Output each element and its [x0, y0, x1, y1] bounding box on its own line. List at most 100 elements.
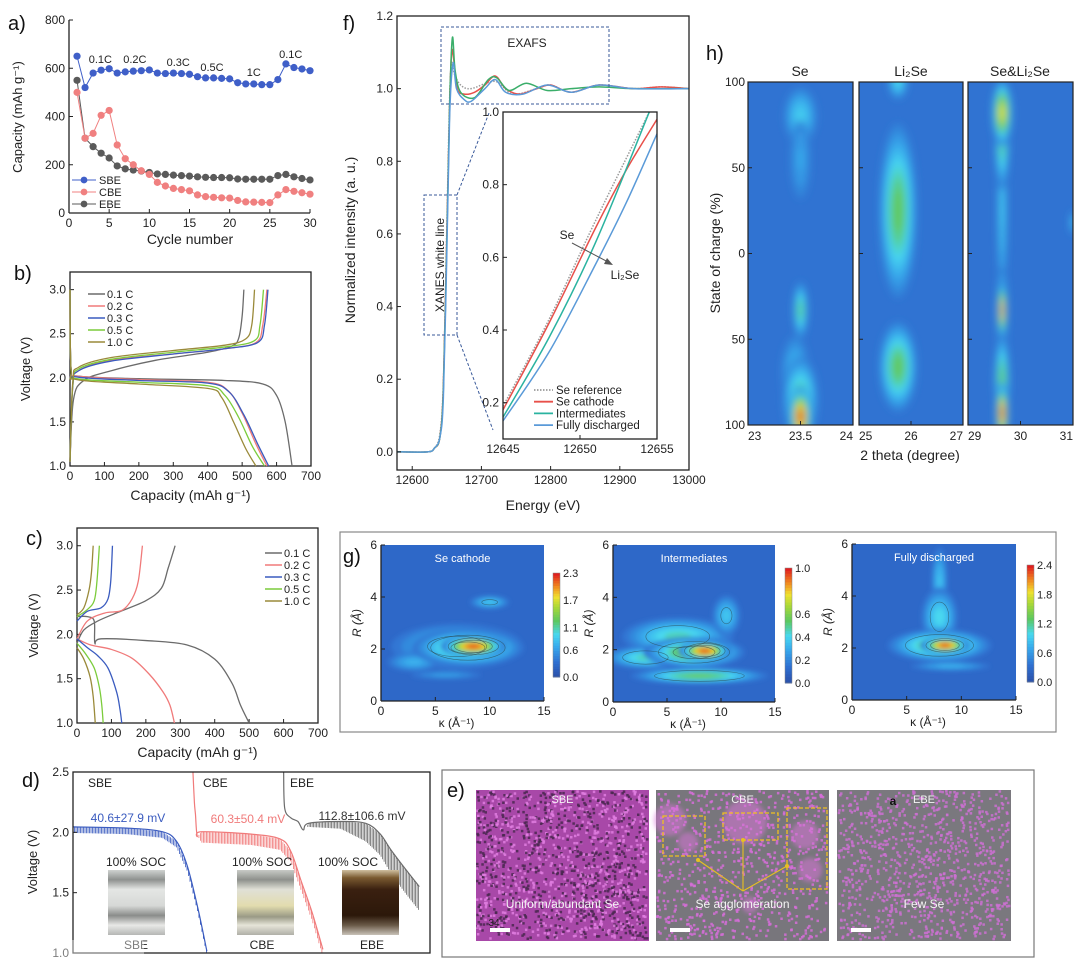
x-tick-label: 5	[106, 216, 113, 230]
data-point-sbe	[234, 79, 242, 87]
xrd-map-1: 25 26 27 Li₂Se	[858, 63, 964, 443]
x-tick-label: 200	[129, 469, 149, 483]
x-tick-label: 0	[66, 216, 73, 230]
arrow-shaft	[571, 242, 611, 264]
colorbar-segment	[1027, 632, 1034, 636]
data-point-ebe	[113, 162, 121, 170]
colorbar-segment	[553, 609, 560, 613]
plot-frame	[76, 527, 319, 724]
image-title: SBE	[551, 794, 573, 806]
inset-spectrum-se-reference	[503, 112, 650, 407]
y-tick-label: 0.2	[376, 372, 393, 386]
colorbar-segment	[553, 619, 560, 623]
data-point-ebe	[201, 173, 210, 181]
data-point-cbe	[234, 196, 242, 205]
vial-label: EBE	[360, 938, 384, 952]
panel-f-xas-spectra: Normalized intensity (a. u.) Energy (eV) 1…	[342, 9, 706, 513]
colorbar-segment	[553, 622, 560, 626]
legend-label: Intermediates	[556, 408, 626, 420]
arrow-head-icon	[785, 864, 789, 868]
data-point-ebe	[177, 172, 186, 180]
data-point-sbe	[97, 66, 105, 74]
x-axis-label: 2 theta (degree)	[860, 447, 960, 463]
contour-line	[672, 645, 716, 659]
x-tick-label: 200	[136, 726, 156, 740]
contour-line	[481, 599, 498, 606]
x-tick-label: 20	[223, 216, 237, 230]
colorbar-tick-label: 0.6	[563, 645, 578, 657]
panel-g-wavelet-transform: 0 5 10 15 0 2 4 6 Se cathode R (Å) κ (Å⁻¹) 0.0 0.6 1.…	[339, 531, 1057, 733]
legend-label: Fully discharged	[556, 420, 640, 432]
intensity-contour-fill	[685, 674, 714, 678]
colorbar-segment	[1027, 570, 1034, 575]
charge-curve-01C	[76, 545, 176, 644]
colorbar-tick-label: 1.7	[563, 595, 578, 607]
data-point-sbe	[201, 74, 210, 82]
x-tick-label: 15	[1009, 703, 1023, 717]
x-tick-label: 500	[239, 726, 259, 740]
colorbar-segment	[785, 674, 792, 678]
colorbar-segment	[785, 665, 792, 670]
legend-label: 1.0 C	[284, 596, 310, 608]
se-agglomerate	[791, 821, 819, 849]
colorbar-segment	[1027, 603, 1034, 607]
y-tick-label: 1.0	[376, 82, 393, 96]
arrow-head-icon	[696, 858, 700, 862]
colorbar-segment	[785, 591, 792, 595]
colorbar-segment	[1027, 670, 1034, 674]
y-tick-label: 0.8	[482, 178, 499, 192]
intensity-contour-fill	[936, 664, 965, 668]
map-title: Fully discharged	[894, 552, 974, 564]
data-point-sbe	[129, 67, 137, 75]
data-point-cbe	[274, 191, 282, 199]
voltage-curve-ebe	[283, 772, 420, 888]
x-axis-label: κ (Å⁻¹)	[670, 716, 706, 731]
intensity-contour-fill	[431, 673, 462, 677]
pulse-hatch-cbe	[198, 831, 323, 953]
data-point-ebe	[73, 76, 81, 84]
panel-a-capacity-cycling: 0 5 10 15 20 25 30 0 200 400 600 800 Capacity (mAh g…	[10, 13, 317, 247]
contour-line	[689, 644, 721, 657]
colorbar-segment	[553, 658, 560, 662]
x-tick-label: 400	[205, 726, 225, 740]
charge-curve-10C	[76, 545, 94, 616]
colorbar-segment	[785, 680, 792, 684]
y-axis-label: Voltage (V)	[26, 593, 41, 657]
y-tick-label: 2.0	[49, 371, 66, 385]
data-point-ebe	[234, 175, 242, 183]
colorbar-segment	[785, 660, 792, 664]
colorbar-segment	[785, 619, 792, 624]
exafs-label: EXAFS	[507, 36, 546, 50]
charge-curve-10C	[69, 289, 256, 462]
colorbar-segment	[553, 671, 560, 675]
colorbar-segment	[553, 643, 560, 647]
x-axis-label: κ (Å⁻¹)	[439, 715, 475, 730]
colorbar-segment	[1027, 585, 1034, 589]
intensity-contour-fill	[722, 609, 731, 622]
data-point-sbe	[121, 68, 129, 76]
colorbar-segment	[785, 593, 792, 598]
data-point-sbe	[250, 80, 258, 88]
pulse-hatch-ebe	[307, 821, 419, 910]
voltage-curve-sbe	[73, 826, 208, 952]
panel-label-b: b)	[14, 263, 32, 285]
y-tick-label: 0.4	[482, 323, 499, 337]
colorbar-segment	[785, 582, 792, 586]
legend-label: 0.1 C	[107, 289, 133, 301]
colorbar-segment	[553, 601, 560, 605]
rate-label: 0.3C	[167, 57, 190, 69]
colorbar-segment	[553, 645, 560, 649]
legend-label: 1.0 C	[107, 337, 133, 349]
wavelet-map-intermediates: 0 5 10 15 0 2 4 6 Intermediates R (Å) κ (Å⁻¹) 0.0 0.…	[581, 538, 810, 731]
gitt-curves	[73, 772, 420, 953]
colorbar-segment	[785, 628, 792, 632]
rate-label: 1C	[247, 67, 261, 79]
colorbar-segment	[553, 596, 560, 600]
data-point-cbe	[129, 161, 137, 169]
colorbar-segment	[553, 630, 560, 634]
x-tick-label: 600	[267, 469, 287, 483]
eds-map-ebe: EBE Few Se	[837, 790, 1011, 941]
contour-line	[450, 641, 486, 654]
charge-curve-05C	[76, 545, 101, 618]
data-point-cbe	[250, 198, 258, 206]
